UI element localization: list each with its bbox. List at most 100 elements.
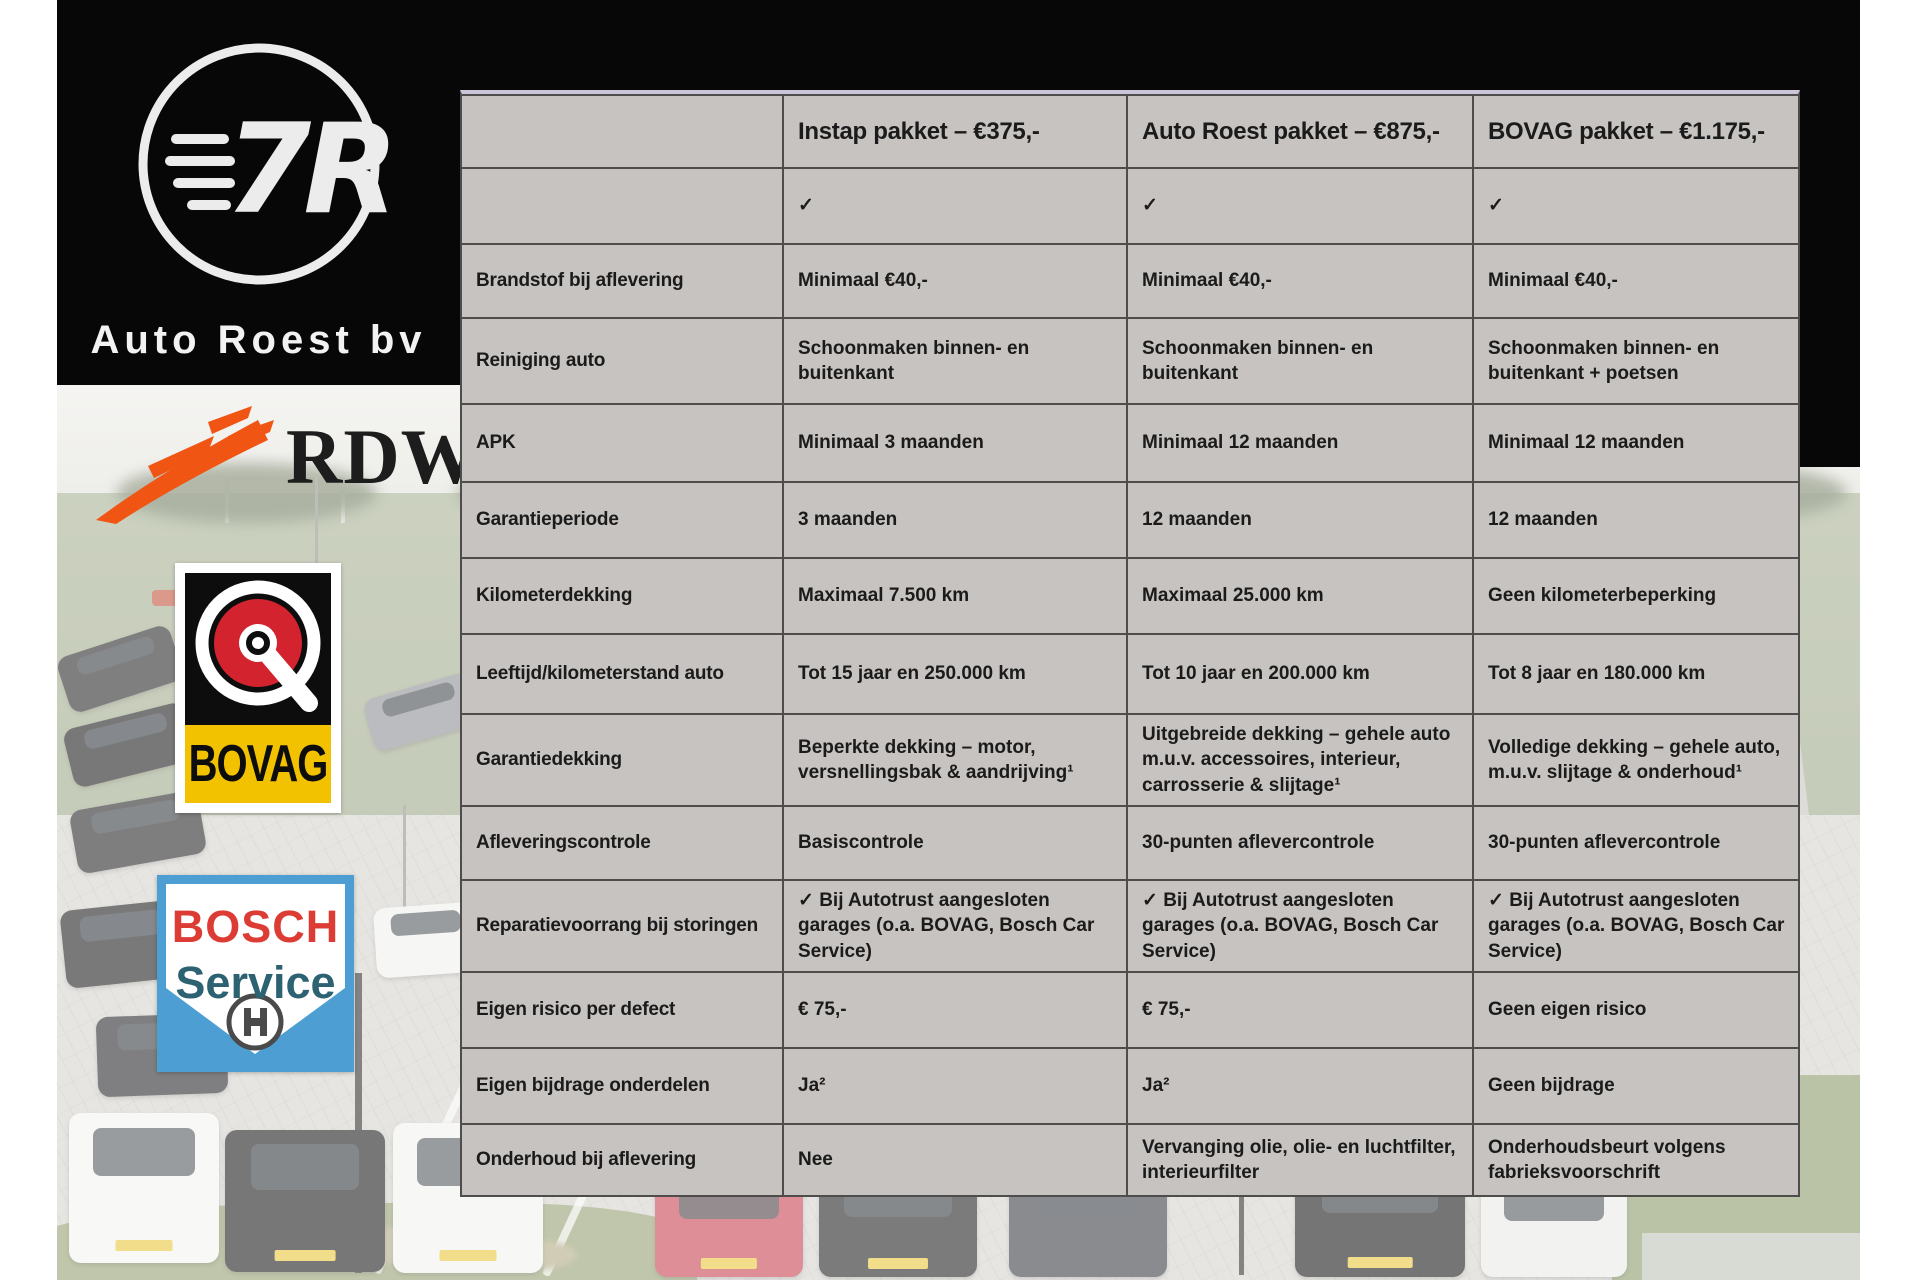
cell-value: Geen bijdrage [1472, 1049, 1802, 1123]
bovag-label-band: BOVAG [185, 725, 331, 803]
bovag-dial-icon [195, 580, 321, 712]
table-row: Eigen risico per defect € 75,- € 75,- Geen … [462, 971, 1798, 1047]
svg-text:7R: 7R [225, 98, 389, 242]
column-header-instap: Instap pakket – €375,- [782, 96, 1126, 167]
table-row: Reparatievoorrang bij storingen ✓ Bij Aut… [462, 879, 1798, 971]
license-plate [439, 1250, 497, 1261]
row-label: Garantieperiode [476, 509, 619, 531]
row-label: Eigen risico per defect [476, 999, 676, 1021]
cell-value: Minimaal 12 maanden [1126, 405, 1472, 481]
cell-value: Minimaal 12 maanden [1472, 405, 1802, 481]
black-banner-right [1800, 0, 1860, 467]
cell-value: Minimaal €40,- [782, 245, 1126, 317]
rdw-wing-icon [96, 406, 274, 524]
license-plate [867, 1257, 929, 1269]
rdw-wordmark: RDW [286, 413, 480, 500]
bovag-emblem [185, 573, 331, 725]
cell-value: Volledige dekking – gehele auto, m.u.v. … [1472, 715, 1802, 805]
table-row: Garantiedekking Beperkte dekking – motor,… [462, 713, 1798, 805]
table-row: APK Minimaal 3 maanden Minimaal 12 maanden… [462, 403, 1798, 481]
license-plate [1347, 1257, 1413, 1269]
cell-value: ✓ Bij Autotrust aangesloten garages (o.a… [782, 881, 1126, 971]
cell-value: Tot 15 jaar en 250.000 km [782, 635, 1126, 713]
row-label: Brandstof bij aflevering [476, 270, 684, 292]
cell-value: Maximaal 25.000 km [1126, 559, 1472, 633]
cell-value: Schoonmaken binnen- en buitenkant + poet… [1472, 319, 1802, 403]
car-windshield [250, 1144, 360, 1190]
cell-value: Nee [782, 1125, 1126, 1195]
black-banner-top [460, 0, 1800, 92]
cell-value: Geen kilometerbeperking [1472, 559, 1802, 633]
row-label: Leeftijd/kilometerstand auto [476, 663, 724, 685]
photo-lamp-post [355, 973, 362, 1273]
cell-value: Schoonmaken binnen- en buitenkant [1126, 319, 1472, 403]
column-header-bovag: BOVAG pakket – €1.175,- [1472, 96, 1802, 167]
cell-value: € 75,- [1126, 973, 1472, 1047]
package-comparison-table: Instap pakket – €375,- Auto Roest pakket… [460, 90, 1800, 1197]
cell-value: Vervanging olie, olie- en luchtfilter, i… [1126, 1125, 1472, 1195]
cell-value: Minimaal €40,- [1126, 245, 1472, 317]
cell-value: Minimaal €40,- [1472, 245, 1802, 317]
cell-value: ✓ Bij Autotrust aangesloten garages (o.a… [1472, 881, 1802, 971]
cell-value: ✓ [1126, 169, 1472, 243]
bosch-service-wordmark: Service [175, 957, 336, 1008]
license-plate [700, 1258, 758, 1269]
cell-value: ✓ Bij Autotrust aangesloten garages (o.a… [1126, 881, 1472, 971]
cell-value: Schoonmaken binnen- en buitenkant [782, 319, 1126, 403]
bosch-wordmark: BOSCH [171, 901, 340, 952]
cell-value: 12 maanden [1126, 483, 1472, 557]
table-row: Eigen bijdrage onderdelen Ja² Ja² Geen bijd… [462, 1047, 1798, 1123]
rdw-badge: RDW [90, 402, 510, 532]
auto-roest-logo: 7R Auto Roest bv [57, 0, 460, 385]
table-row: Garantieperiode 3 maanden 12 maanden 12 maa… [462, 481, 1798, 557]
cell-value: 3 maanden [782, 483, 1126, 557]
black-banner-left [57, 0, 460, 385]
bovag-badge: BOVAG [175, 563, 341, 813]
parked-car [225, 1130, 385, 1272]
cell-value: € 75,- [782, 973, 1126, 1047]
table-row: Kilometerdekking Maximaal 7.500 km Maximaa… [462, 557, 1798, 633]
row-label: Onderhoud bij aflevering [476, 1149, 697, 1171]
table-row: Afleveringscontrole Basiscontrole 30-punte… [462, 805, 1798, 879]
cell-value: Basiscontrole [782, 807, 1126, 879]
row-label: APK [476, 432, 516, 454]
bovag-wordmark: BOVAG [188, 734, 329, 792]
row-label [462, 169, 782, 243]
cell-value: Uitgebreide dekking – gehele auto m.u.v.… [1126, 715, 1472, 805]
table-row: Reiniging auto Schoonmaken binnen- en bui… [462, 317, 1798, 403]
table-row: Brandstof bij aflevering Minimaal €40,- Mi… [462, 243, 1798, 317]
table-row: Onderhoud bij aflevering Nee Vervanging ol… [462, 1123, 1798, 1195]
row-label: Reiniging auto [476, 350, 606, 372]
license-plate [115, 1240, 173, 1251]
cell-value: 30-punten aflevercontrole [1126, 807, 1472, 879]
parked-car [69, 1113, 219, 1263]
table-corner-cell [462, 96, 782, 167]
cell-value: Tot 8 jaar en 180.000 km [1472, 635, 1802, 713]
photo-mast [315, 477, 318, 597]
cell-value: Ja² [782, 1049, 1126, 1123]
table-header-row: Instap pakket – €375,- Auto Roest pakket… [462, 94, 1798, 167]
table-row: Leeftijd/kilometerstand auto Tot 15 jaar … [462, 633, 1798, 713]
row-label: Reparatievoorrang bij storingen [476, 915, 759, 937]
cell-value: ✓ [1472, 169, 1802, 243]
photo-water-edge [1642, 1233, 1860, 1280]
cell-value: 30-punten aflevercontrole [1472, 807, 1802, 879]
cell-value: Beperkte dekking – motor, versnellingsba… [782, 715, 1126, 805]
license-plate [274, 1249, 336, 1261]
cell-value: ✓ [782, 169, 1126, 243]
cell-value: Geen eigen risico [1472, 973, 1802, 1047]
cell-value: 12 maanden [1472, 483, 1802, 557]
photo-mast [403, 805, 406, 955]
table-body: ✓ ✓ ✓ Brandstof bij aflevering Minimaal €40,… [462, 167, 1798, 1195]
cell-value: Tot 10 jaar en 200.000 km [1126, 635, 1472, 713]
row-label: Afleveringscontrole [476, 832, 651, 854]
row-label: Eigen bijdrage onderdelen [476, 1075, 710, 1097]
cell-value: Onderhoudsbeurt volgens fabrieksvoorschr… [1472, 1125, 1802, 1195]
dealer-name: Auto Roest bv [90, 318, 427, 362]
bosch-service-badge: BOSCH Service [157, 875, 354, 1072]
column-header-auto-roest: Auto Roest pakket – €875,- [1126, 96, 1472, 167]
cell-value: Minimaal 3 maanden [782, 405, 1126, 481]
table-row: ✓ ✓ ✓ [462, 167, 1798, 243]
row-label: Kilometerdekking [476, 585, 633, 607]
